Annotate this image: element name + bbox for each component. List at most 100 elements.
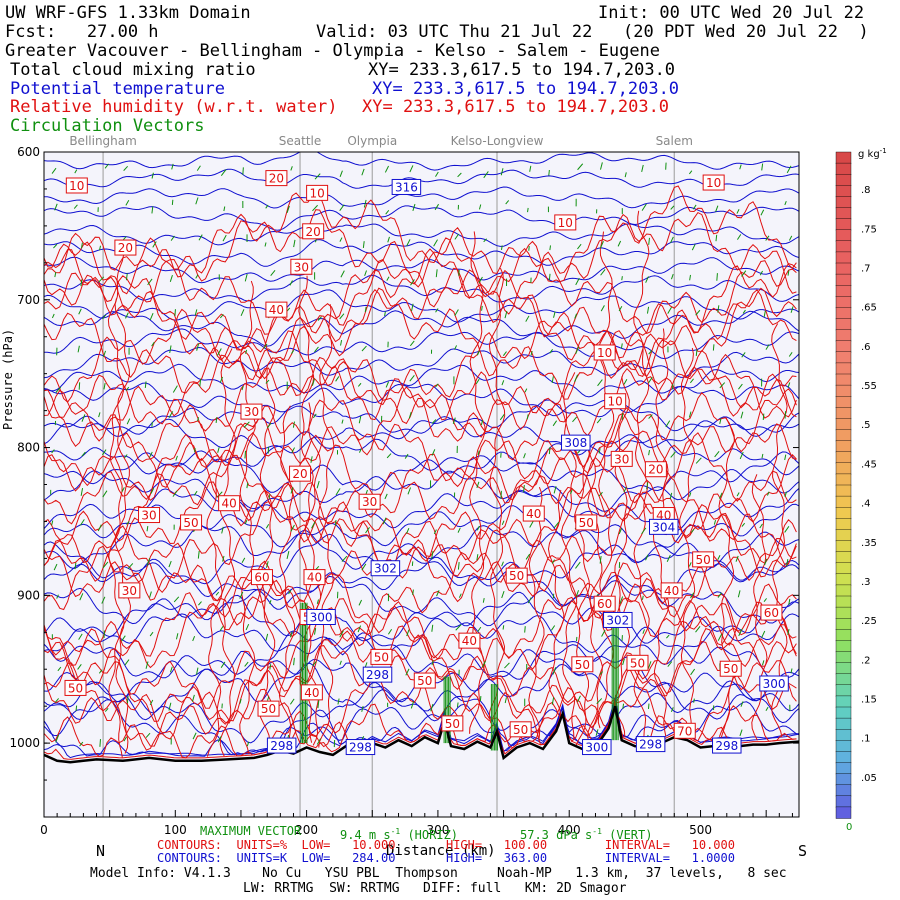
rh-label: 70 bbox=[677, 724, 692, 738]
circulation-vector bbox=[361, 706, 364, 712]
circulation-vector bbox=[147, 278, 153, 286]
region-name: Greater Vacouver - Bellingham - Olympia … bbox=[5, 41, 661, 61]
circulation-vector bbox=[169, 275, 173, 282]
colorbar-cell bbox=[835, 695, 852, 708]
colorbar-cell bbox=[835, 806, 852, 819]
circulation-vector bbox=[266, 422, 272, 429]
circulation-vector bbox=[340, 270, 345, 278]
rh-label-box bbox=[257, 700, 280, 717]
rh-label-box bbox=[702, 174, 725, 191]
colorbar: .8 .75 .7 .65 .6 .55 .5 .45 .4 .35 .3 .25 .2 .15 .1 .05 bbox=[835, 151, 877, 819]
circulation-vector bbox=[457, 561, 460, 570]
circulation-vector bbox=[363, 199, 367, 208]
circulation-vector bbox=[619, 596, 624, 604]
rh-label: 40 bbox=[304, 686, 319, 700]
circulation-vector bbox=[502, 625, 505, 630]
circulation-vector bbox=[198, 234, 203, 241]
rh-label-box bbox=[593, 595, 616, 612]
theta-label-box bbox=[345, 739, 376, 756]
circulation-vector bbox=[172, 490, 178, 497]
theta-label-box bbox=[362, 666, 393, 683]
theta-contour-line bbox=[44, 525, 799, 570]
circulation-vector bbox=[597, 379, 603, 387]
circulation-vector bbox=[385, 210, 390, 215]
rh-label: 30 bbox=[362, 495, 377, 509]
rh-label-box bbox=[644, 461, 667, 478]
circulation-vector bbox=[434, 203, 440, 211]
theta-label-box bbox=[391, 178, 422, 195]
circulation-vector bbox=[220, 169, 227, 177]
circulation-vector bbox=[384, 165, 390, 173]
rh-label-box bbox=[719, 660, 742, 677]
circulation-vector bbox=[341, 419, 344, 424]
circulation-vector bbox=[527, 207, 529, 213]
circulation-vector bbox=[457, 172, 462, 178]
theta-label-box bbox=[582, 739, 612, 756]
colorbar-cell bbox=[835, 751, 852, 764]
title-domain: UW WRF-GFS 1.33km Domain bbox=[5, 3, 251, 23]
circulation-vector bbox=[577, 695, 581, 703]
rh-label: 20 bbox=[292, 467, 307, 481]
circulation-vector bbox=[457, 527, 461, 533]
circulation-vector bbox=[549, 349, 554, 354]
circulation-vector bbox=[648, 350, 653, 355]
circulation-vector bbox=[737, 234, 742, 240]
rh-plume-line bbox=[219, 348, 236, 757]
circulation-vector bbox=[385, 381, 390, 388]
circulation-vector bbox=[102, 490, 108, 498]
rh-contour-line bbox=[44, 703, 797, 759]
circulation-vector bbox=[51, 520, 54, 526]
circulation-vector bbox=[618, 305, 623, 312]
circulation-vector bbox=[191, 694, 195, 702]
circulation-vector bbox=[220, 661, 226, 668]
circulation-vector bbox=[504, 310, 508, 319]
rh-label: 50 bbox=[723, 662, 738, 676]
circulation-vector bbox=[151, 172, 154, 179]
theta-label: 302 bbox=[374, 562, 397, 576]
colorbar-cell bbox=[835, 795, 852, 808]
colorbar-cell bbox=[835, 740, 852, 753]
circulation-vector bbox=[410, 701, 415, 709]
colorbar-cell bbox=[835, 373, 852, 386]
theta-label: 316 bbox=[395, 180, 418, 194]
circulation-vector bbox=[55, 386, 62, 393]
circulation-vector bbox=[246, 482, 249, 489]
circulation-vector bbox=[570, 489, 573, 495]
theta-label-box bbox=[266, 737, 297, 754]
contour-labels: 10 20 20 10 20 30 40 30 10 10 10 10 30 20 20 30 30 50 40 40… bbox=[64, 170, 789, 756]
circulation-vector bbox=[690, 529, 695, 533]
colorbar-cell bbox=[835, 396, 852, 409]
theta-label: 300 bbox=[585, 741, 608, 755]
circulation-vector bbox=[168, 560, 172, 568]
rh-plume-line bbox=[751, 474, 768, 741]
x-tick-label: 100 bbox=[164, 823, 187, 837]
circulation-vector bbox=[599, 671, 603, 676]
terrain-line bbox=[44, 705, 799, 764]
theta-contour-line bbox=[44, 697, 799, 759]
circulation-vector bbox=[695, 349, 698, 356]
colorbar-cell bbox=[835, 240, 852, 253]
colorbar-cell bbox=[835, 595, 852, 608]
circulation-vector bbox=[311, 521, 316, 529]
circulation-vector bbox=[198, 601, 202, 606]
circulation-vector bbox=[79, 741, 84, 747]
rh-label-box bbox=[673, 722, 696, 739]
circulation-vector bbox=[265, 561, 269, 568]
circulation-vector bbox=[409, 340, 415, 347]
city-label: Bellingham bbox=[69, 134, 137, 148]
circulation-vector bbox=[695, 626, 701, 633]
circulation-vector bbox=[763, 310, 766, 317]
rh-label-box bbox=[218, 495, 241, 512]
rh-label: 10 bbox=[597, 346, 612, 360]
colorbar-cell bbox=[835, 773, 852, 786]
rh-label: 50 bbox=[575, 658, 590, 672]
circulation-vector bbox=[525, 553, 531, 560]
circulation-vector bbox=[221, 526, 224, 534]
theta-contour-line bbox=[44, 239, 799, 267]
circulation-vector bbox=[358, 415, 362, 424]
rh-contour-line bbox=[44, 454, 797, 566]
circulation-vector bbox=[523, 484, 525, 493]
y-tick-label: 800 bbox=[17, 441, 40, 455]
circulation-vector bbox=[454, 233, 460, 240]
circulation-vector bbox=[551, 376, 554, 383]
